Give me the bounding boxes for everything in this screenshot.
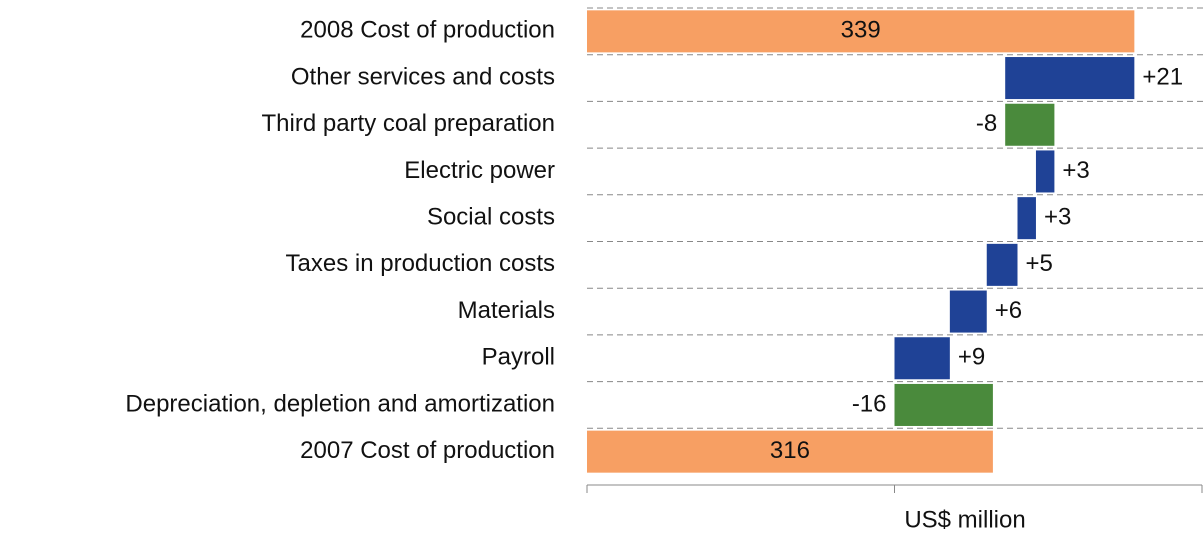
category-label: Depreciation, depletion and amortization: [125, 390, 555, 417]
value-label: +3: [1044, 203, 1071, 230]
bar: [1035, 150, 1055, 193]
category-label: Social costs: [427, 203, 555, 230]
bar: [587, 10, 1135, 53]
bar: [1005, 103, 1055, 146]
bar: [986, 243, 1018, 286]
value-label: 339: [841, 17, 881, 44]
bar: [1017, 197, 1036, 240]
bar: [894, 337, 950, 380]
bar: [1005, 57, 1135, 100]
category-label: Other services and costs: [291, 63, 555, 90]
bar: [587, 430, 993, 473]
category-label: Taxes in production costs: [286, 250, 555, 277]
bar: [949, 290, 987, 333]
category-label: Electric power: [404, 157, 555, 184]
value-label: -16: [852, 390, 887, 417]
category-label: 2007 Cost of production: [300, 437, 555, 464]
value-label: +6: [995, 297, 1022, 324]
category-label: 2008 Cost of production: [300, 17, 555, 44]
value-label: -8: [976, 110, 997, 137]
value-label: +5: [1026, 250, 1053, 277]
x-axis-label: US$ million: [904, 506, 1025, 533]
category-label: Payroll: [482, 344, 555, 371]
value-label: +9: [958, 344, 985, 371]
category-label: Third party coal preparation: [262, 110, 555, 137]
value-label: +21: [1142, 63, 1183, 90]
value-label: +3: [1062, 157, 1089, 184]
bar: [894, 383, 993, 426]
value-label: 316: [770, 437, 810, 464]
category-label: Materials: [458, 297, 555, 324]
